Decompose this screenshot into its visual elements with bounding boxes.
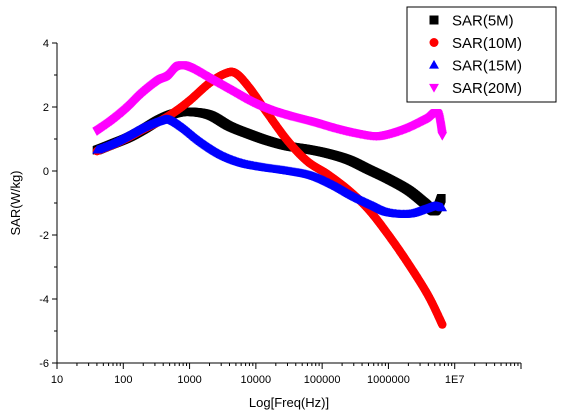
legend-label: SAR(20M) [452, 80, 522, 97]
legend-marker [429, 83, 439, 93]
legend-label: SAR(15M) [452, 58, 522, 75]
tick-labels: 10 100 1000 10000 100000 1000000 1E7 -6 -4 -2 0 2 4 [39, 38, 464, 386]
y-tick-label: -2 [39, 230, 49, 242]
legend-label: SAR(5M) [452, 13, 514, 30]
x-tick-label: 1000 [177, 374, 201, 386]
axes [52, 42, 522, 369]
y-tick-label: 0 [43, 166, 49, 178]
series-SAR(15M) [92, 114, 447, 218]
x-tick-label: 100 [114, 374, 132, 386]
legend-marker [429, 38, 439, 47]
legend-marker [429, 59, 439, 69]
x-axis-title: Log[Freq(Hz)] [249, 395, 329, 410]
series-layer [92, 61, 447, 329]
data-point [437, 132, 447, 141]
data-point [437, 194, 446, 203]
y-axis-title: SAR(W/kg) [8, 171, 23, 236]
y-tick-label: -6 [39, 358, 49, 370]
data-point [437, 202, 447, 212]
legend-marker [429, 15, 439, 25]
x-tick-label: 1000000 [367, 374, 410, 386]
y-tick-label: 4 [43, 38, 49, 50]
x-tick-label: 10 [51, 374, 63, 386]
legend: SAR(5M) SAR(10M) SAR(15M) SAR(20M) [406, 6, 557, 103]
y-tick-label: 2 [43, 102, 49, 114]
y-tick-label: -4 [39, 294, 49, 306]
data-point [438, 320, 447, 329]
series-SAR(20M) [92, 61, 447, 141]
legend-label: SAR(10M) [452, 35, 522, 52]
x-tick-label: 1E7 [445, 374, 465, 386]
x-tick-label: 10000 [241, 374, 272, 386]
x-tick-label: 100000 [304, 374, 341, 386]
